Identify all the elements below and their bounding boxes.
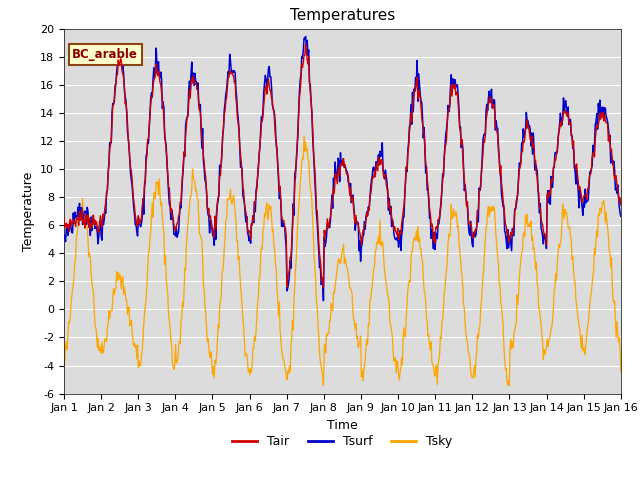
X-axis label: Time: Time — [327, 419, 358, 432]
Legend: Tair, Tsurf, Tsky: Tair, Tsurf, Tsky — [227, 430, 458, 453]
Title: Temperatures: Temperatures — [290, 9, 395, 24]
Text: BC_arable: BC_arable — [72, 48, 138, 61]
Y-axis label: Temperature: Temperature — [22, 171, 35, 251]
